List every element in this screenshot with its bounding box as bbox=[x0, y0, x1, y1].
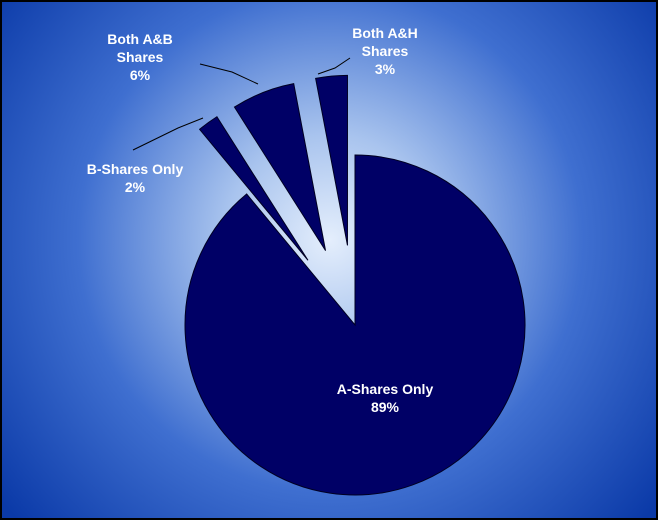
pie-slice bbox=[233, 83, 327, 251]
slice-label: B-Shares Only 2% bbox=[65, 160, 205, 196]
leader-lines bbox=[132, 57, 351, 151]
pie-slice bbox=[184, 154, 526, 496]
category-label: B-Shares Only bbox=[86, 161, 184, 177]
category-label: Both A&H Shares bbox=[352, 25, 418, 59]
leader-line bbox=[132, 117, 204, 151]
value-label: 2% bbox=[124, 179, 146, 195]
slice-label: Both A&B Shares 6% bbox=[95, 30, 185, 84]
pie-slice bbox=[198, 116, 309, 261]
value-label: 3% bbox=[374, 61, 396, 77]
pie-slice bbox=[315, 74, 348, 246]
slice-label: Both A&H Shares 3% bbox=[340, 24, 430, 78]
value-label: 89% bbox=[370, 399, 400, 415]
slice-label: A-Shares Only 89% bbox=[305, 380, 465, 416]
category-label: Both A&B Shares bbox=[107, 31, 173, 65]
leader-line bbox=[199, 63, 259, 85]
category-label: A-Shares Only bbox=[336, 381, 434, 397]
value-label: 6% bbox=[129, 67, 151, 83]
leader-line bbox=[317, 57, 351, 75]
